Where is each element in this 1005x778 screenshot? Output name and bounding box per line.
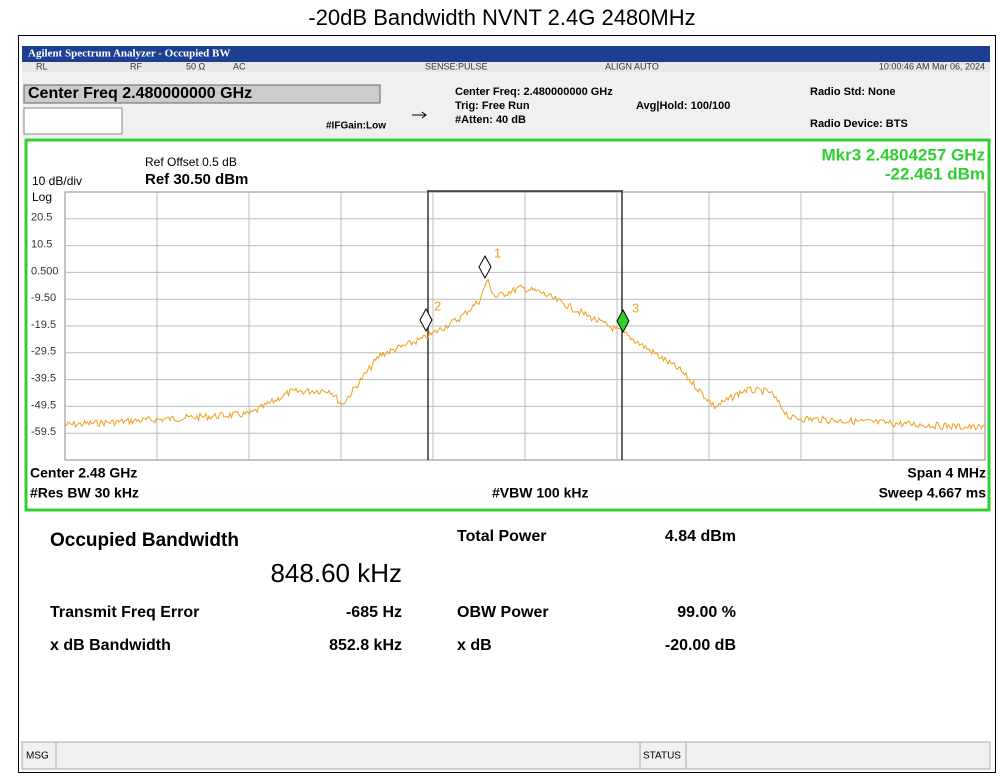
xdb-bw-value: 852.8 kHz: [329, 637, 402, 654]
tfe-value: -685 Hz: [346, 604, 402, 621]
atten: #Atten: 40 dB: [455, 114, 526, 126]
xdb-bw-label: x dB Bandwidth: [50, 637, 171, 654]
res-bw: #Res BW 30 kHz: [30, 485, 139, 501]
marker-3: [616, 308, 630, 334]
ref-offset: Ref Offset 0.5 dB: [145, 155, 237, 169]
impedance: 50 Ω: [186, 61, 206, 71]
radio-device: Radio Device: BTS: [810, 118, 908, 130]
marker-1: [478, 254, 492, 280]
settings-texts: Center Freq: 2.480000000 GHz Trig: Free …: [326, 86, 908, 132]
y-label: -29.5: [31, 346, 56, 358]
tfe-label: Transmit Freq Error: [50, 604, 199, 621]
obw-label: Occupied Bandwidth: [50, 530, 239, 551]
ifgain: #IFGain:Low: [326, 121, 386, 132]
obw-power-value: 99.00 %: [677, 604, 736, 621]
obw-power-label: OBW Power: [457, 604, 549, 621]
trig-arrow: [412, 111, 427, 119]
avg-hold: Avg|Hold: 100/100: [636, 100, 730, 112]
center-freq-box-text: Center Freq 2.480000000 GHz: [28, 85, 252, 102]
marker-2-label: 2: [434, 298, 441, 313]
window-title: Agilent Spectrum Analyzer - Occupied BW: [28, 48, 230, 60]
obw-value: 848.60 kHz: [270, 558, 402, 588]
xdb-value: -20.00 dB: [665, 637, 736, 654]
ref-level: Ref 30.50 dBm: [145, 171, 248, 188]
total-power-label: Total Power: [457, 528, 547, 545]
datetime: 10:00:46 AM Mar 06, 2024: [879, 61, 985, 71]
window-titlebar: [22, 46, 990, 62]
results: Occupied Bandwidth 848.60 kHz Total Powe…: [50, 528, 736, 654]
msg: MSG: [26, 751, 49, 762]
center: Center 2.48 GHz: [30, 465, 137, 481]
coupling: AC: [233, 61, 246, 71]
status-strip: [22, 62, 990, 72]
page-title: -20dB Bandwidth NVNT 2.4G 2480MHz: [308, 5, 695, 30]
status-texts: RL RF 50 Ω AC SENSE:PULSE ALIGN AUTO 10:…: [36, 61, 985, 71]
footer-bar: [21, 741, 991, 770]
log: Log: [32, 190, 52, 204]
marker-freq: Mkr3 2.4804257 GHz: [822, 145, 986, 164]
center-freq-box: [23, 84, 381, 104]
grid: [65, 192, 985, 460]
total-power-value: 4.84 dBm: [665, 528, 736, 545]
rf: RF: [130, 61, 142, 71]
y-label: 0.500: [31, 265, 59, 277]
sweep: Sweep 4.667 ms: [879, 485, 987, 501]
radio-std: Radio Std: None: [810, 86, 896, 98]
marker-1-label: 1: [494, 245, 501, 260]
y-label: -19.5: [31, 319, 56, 331]
scale: 10 dB/div: [32, 174, 82, 188]
vbw: #VBW 100 kHz: [492, 485, 588, 501]
xdb-label: x dB: [457, 637, 492, 654]
marker-2: [419, 307, 433, 333]
y-label: 10.5: [31, 239, 52, 251]
marker-3-label: 3: [632, 300, 639, 315]
y-labels: 20.5 10.5 0.500 -9.50 -19.5 -29.5 -39.5 -49.5 -5…: [31, 212, 59, 438]
align: ALIGN AUTO: [605, 61, 659, 71]
y-label: -9.50: [31, 292, 56, 304]
trace: [64, 278, 985, 431]
status: STATUS: [643, 751, 681, 762]
marker-level: -22.461 dBm: [885, 164, 985, 183]
y-label: -39.5: [31, 373, 56, 385]
span: Span 4 MHz: [907, 465, 986, 481]
sense: SENSE:PULSE: [425, 61, 488, 71]
settings-panel: [22, 72, 990, 138]
input-box: [23, 107, 123, 135]
y-label: -49.5: [31, 399, 56, 411]
y-label: -59.5: [31, 426, 56, 438]
center-freq: Center Freq: 2.480000000 GHz: [455, 86, 613, 98]
trig: Trig: Free Run: [455, 100, 530, 112]
rl: RL: [36, 61, 48, 71]
axis-info: Center 2.48 GHz Span 4 MHz #Res BW 30 kH…: [30, 465, 986, 501]
y-label: 20.5: [31, 212, 52, 224]
